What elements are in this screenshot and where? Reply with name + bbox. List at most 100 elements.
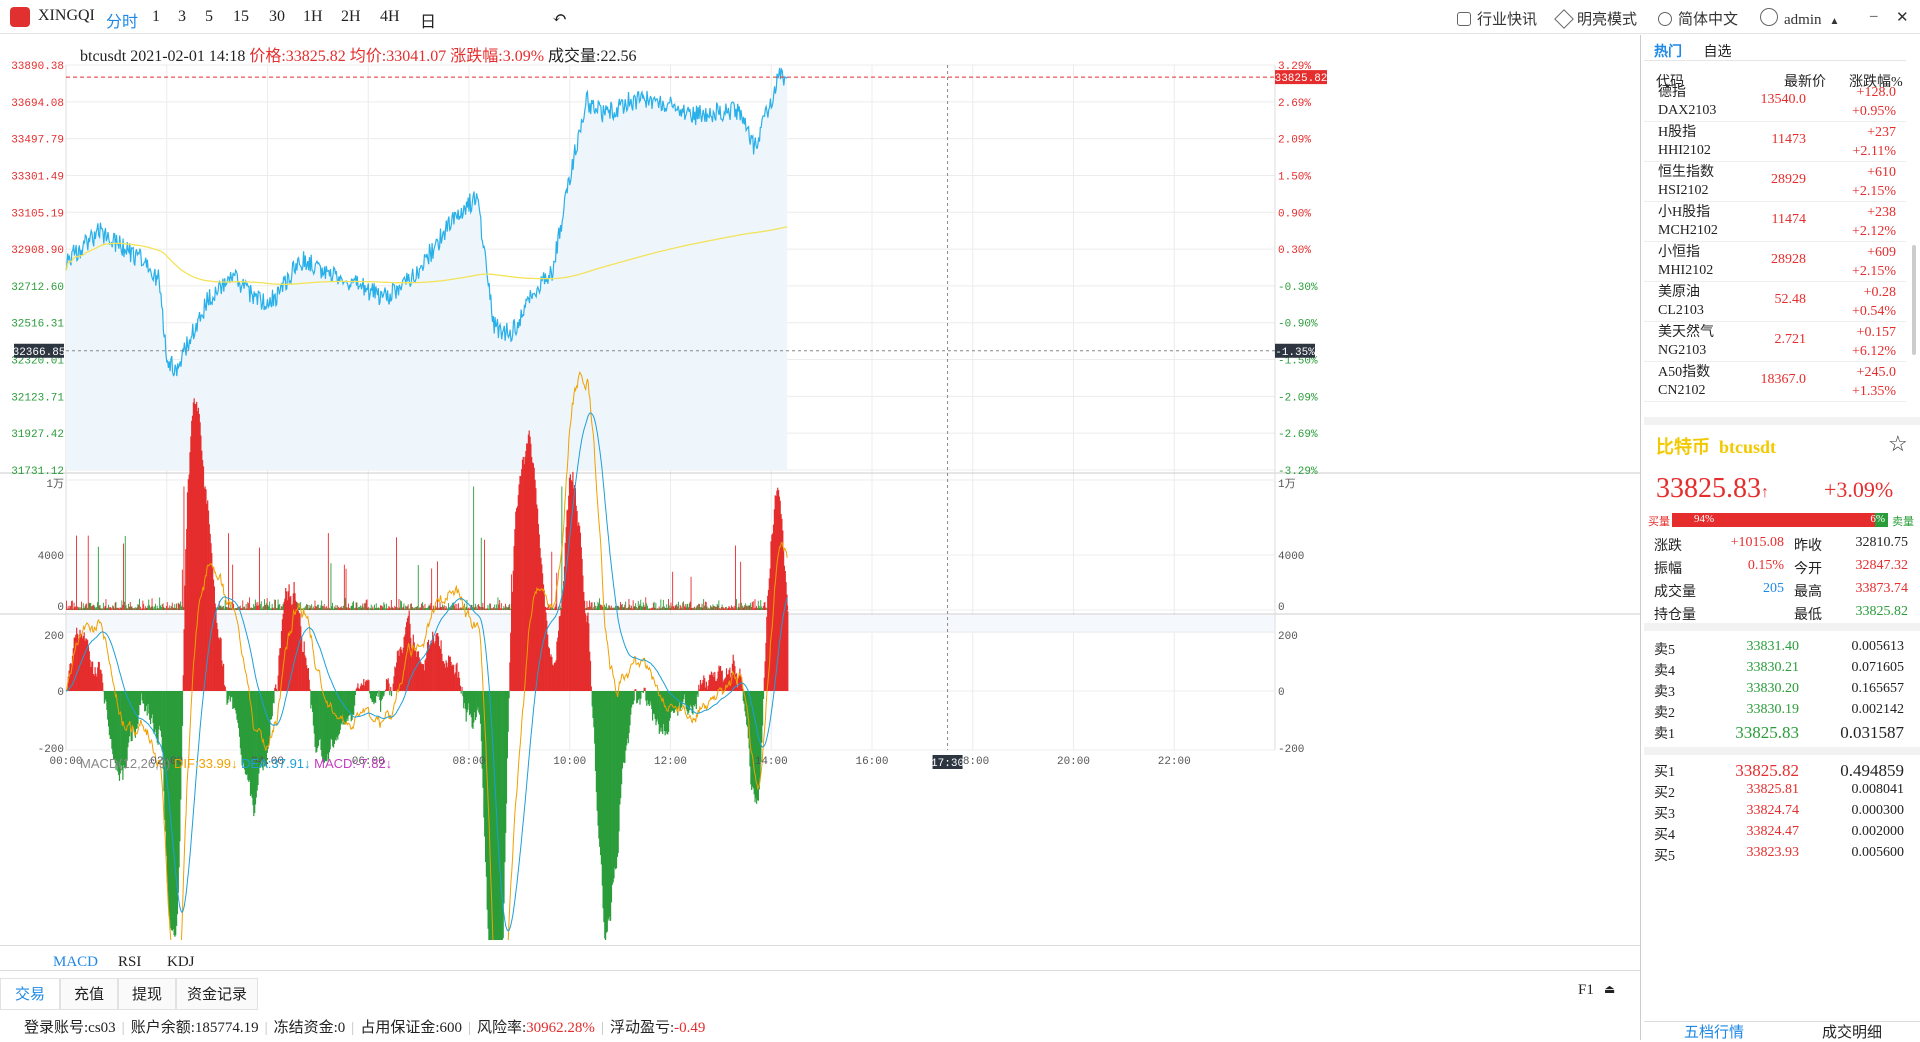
period-time[interactable]: 分时: [106, 8, 138, 32]
volume-bar: [361, 608, 362, 610]
volume-bar: [255, 600, 256, 611]
volume-bar: [122, 605, 123, 610]
macd-bar: [384, 691, 385, 692]
news-button[interactable]: 行业快讯: [1457, 8, 1537, 29]
volume-bar: [605, 607, 606, 610]
volume-bar: [270, 608, 271, 610]
volume-tick-label: 4000: [38, 551, 64, 563]
user-menu[interactable]: admin▲: [1760, 8, 1839, 29]
price-chart[interactable]: 33890.3833694.0833497.7933301.4933105.19…: [0, 60, 1640, 940]
volume-bar: [598, 604, 599, 610]
volume-bar: [147, 608, 148, 610]
period-1h[interactable]: 1H: [303, 8, 323, 26]
volume-bar: [398, 608, 399, 610]
volume-bar: [133, 608, 134, 610]
volume-bar: [443, 607, 444, 610]
volume-bar: [73, 609, 74, 610]
volume-bar: [484, 540, 485, 610]
volume-bar: [425, 608, 426, 610]
macd-bar: [389, 691, 390, 695]
volume-bar: [656, 609, 657, 610]
volume-bar: [666, 604, 667, 610]
volume-bar: [428, 606, 429, 610]
volume-bar: [137, 607, 138, 610]
favorite-star-icon[interactable]: ☆: [1888, 431, 1908, 457]
volume-bar: [242, 608, 243, 610]
period-3[interactable]: 3: [178, 8, 186, 26]
bottom-tab-0[interactable]: 交易: [0, 978, 60, 1010]
period-30[interactable]: 30: [269, 8, 285, 26]
volume-bar: [454, 606, 455, 610]
volume-bar: [121, 608, 122, 610]
period-2h[interactable]: 2H: [341, 8, 361, 26]
expand-icon[interactable]: ⏏: [1604, 982, 1615, 997]
indicator-tab-macd[interactable]: MACD: [53, 954, 98, 971]
volume-bar: [67, 609, 68, 610]
close-button[interactable]: ✕: [1896, 8, 1909, 27]
tab-trades[interactable]: 成交明细: [1822, 1021, 1882, 1042]
volume-bar: [441, 607, 442, 610]
volume-bar: [101, 609, 102, 611]
quote-price: 11474: [1772, 212, 1806, 228]
pct-tick-label: 0.90%: [1278, 208, 1311, 220]
volume-bar: [367, 599, 368, 610]
scrollbar[interactable]: [1912, 245, 1916, 355]
volume-bar: [372, 609, 373, 611]
volume-bar: [735, 546, 736, 611]
volume-bar: [347, 608, 348, 611]
volume-bar: [308, 609, 309, 610]
account-value: cs03: [88, 1020, 116, 1036]
volume-bar: [546, 608, 547, 610]
volume-bar: [427, 608, 428, 610]
volume-bar: [623, 607, 624, 610]
volume-bar: [477, 605, 478, 610]
volume-bar: [681, 608, 682, 610]
volume-bar: [322, 606, 323, 610]
bottom-tab-2[interactable]: 提现: [118, 978, 176, 1010]
tab-hot[interactable]: 热门: [1654, 45, 1682, 60]
volume-bar: [440, 602, 441, 610]
period-5[interactable]: 5: [205, 8, 213, 26]
pct-tick-label: 1.50%: [1278, 171, 1311, 183]
volume-bar: [341, 608, 342, 610]
period-15[interactable]: 15: [233, 8, 249, 26]
theme-button[interactable]: 明亮模式: [1557, 8, 1637, 29]
period-日[interactable]: 日: [420, 8, 436, 32]
f1-key[interactable]: F1: [1578, 982, 1594, 999]
indicator-tab-kdj[interactable]: KDJ: [167, 954, 195, 971]
volume-bar: [153, 607, 154, 611]
bottom-tab-3[interactable]: 资金记录: [176, 978, 258, 1010]
volume-bar: [106, 599, 107, 610]
price-tick-label: 32712.60: [11, 282, 64, 294]
back-arrow-icon[interactable]: ↶: [552, 8, 567, 29]
volume-bar: [175, 608, 176, 610]
volume-bar: [376, 603, 377, 610]
volume-bar: [393, 608, 394, 610]
tab-favorites[interactable]: 自选: [1704, 45, 1732, 60]
macd-bar: [378, 691, 379, 697]
volume-bar: [683, 601, 684, 610]
period-1[interactable]: 1: [152, 8, 160, 26]
language-button[interactable]: 简体中文: [1658, 8, 1738, 29]
minimize-button[interactable]: –: [1870, 8, 1878, 25]
indicator-tab-rsi[interactable]: RSI: [118, 954, 141, 971]
period-4h[interactable]: 4H: [380, 8, 400, 26]
ask-row[interactable]: 卖1 33825.83 0.031587: [1654, 719, 1904, 745]
volume-bar: [282, 607, 283, 610]
tab-depth[interactable]: 五档行情: [1684, 1021, 1744, 1042]
volume-bar: [650, 609, 651, 611]
volume-bar: [641, 606, 642, 610]
bottom-tab-1[interactable]: 充值: [60, 978, 118, 1010]
bid-row[interactable]: 买5 33823.93 0.005600: [1654, 841, 1904, 867]
volume-bar: [156, 609, 157, 610]
volume-bar: [87, 608, 88, 610]
